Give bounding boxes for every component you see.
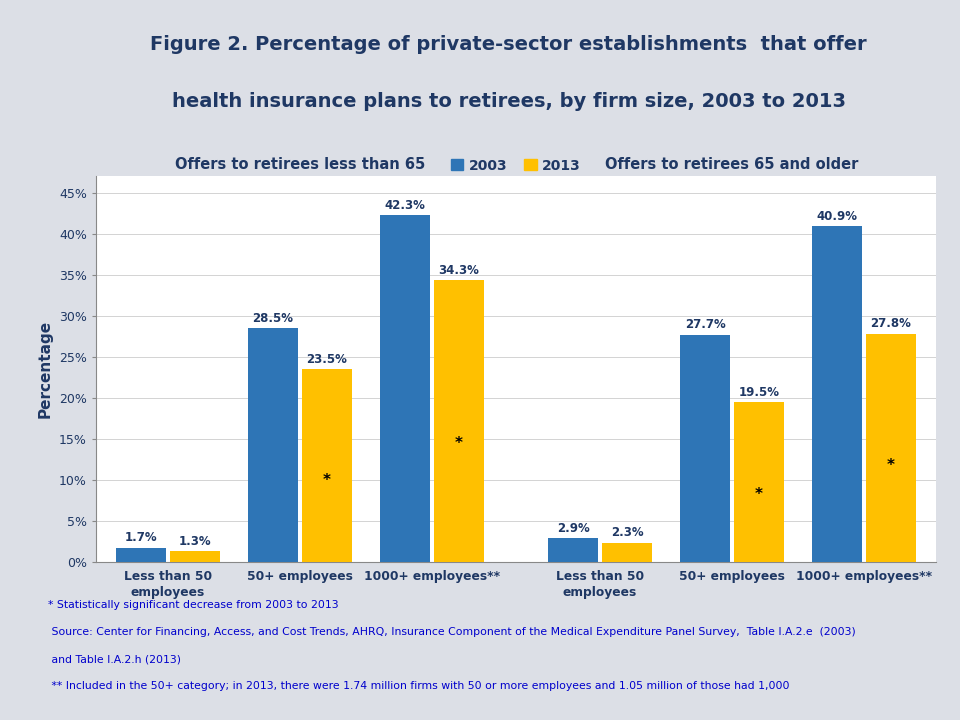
- Text: 40.9%: 40.9%: [817, 210, 857, 223]
- Bar: [680, 335, 731, 562]
- Bar: [602, 543, 652, 562]
- Text: 19.5%: 19.5%: [738, 385, 780, 398]
- Text: 2.3%: 2.3%: [611, 526, 643, 539]
- Bar: [380, 215, 430, 562]
- Text: *: *: [455, 436, 463, 451]
- Bar: [812, 226, 862, 562]
- Text: 1.7%: 1.7%: [125, 531, 157, 544]
- Text: and Table I.A.2.h (2013): and Table I.A.2.h (2013): [48, 654, 181, 664]
- Bar: [248, 328, 299, 562]
- Text: *: *: [755, 487, 763, 502]
- Text: health insurance plans to retirees, by firm size, 2003 to 2013: health insurance plans to retirees, by f…: [172, 92, 846, 111]
- Legend: 2003, 2013: 2003, 2013: [445, 153, 587, 178]
- Text: * Statistically significant decrease from 2003 to 2013: * Statistically significant decrease fro…: [48, 600, 339, 610]
- Text: *: *: [887, 459, 895, 474]
- Bar: [866, 334, 916, 562]
- Text: ** Included in the 50+ category; in 2013, there were 1.74 million firms with 50 : ** Included in the 50+ category; in 2013…: [48, 681, 789, 691]
- Bar: [434, 281, 484, 562]
- Text: 27.7%: 27.7%: [684, 318, 726, 331]
- Text: Offers to retirees less than 65: Offers to retirees less than 65: [175, 157, 425, 172]
- Text: *: *: [323, 473, 331, 488]
- Text: 2.9%: 2.9%: [557, 521, 589, 534]
- Bar: [548, 538, 598, 562]
- Text: Offers to retirees 65 and older: Offers to retirees 65 and older: [606, 157, 858, 172]
- Y-axis label: Percentage: Percentage: [37, 320, 52, 418]
- Text: Figure 2. Percentage of private-sector establishments  that offer: Figure 2. Percentage of private-sector e…: [151, 35, 867, 54]
- Text: 28.5%: 28.5%: [252, 312, 294, 325]
- Text: 27.8%: 27.8%: [871, 318, 911, 330]
- Text: 1.3%: 1.3%: [179, 535, 211, 548]
- Bar: [116, 548, 166, 562]
- Bar: [301, 369, 352, 562]
- Text: 34.3%: 34.3%: [439, 264, 479, 277]
- Bar: [170, 551, 220, 562]
- Text: 42.3%: 42.3%: [385, 199, 425, 212]
- Text: 23.5%: 23.5%: [306, 353, 348, 366]
- Text: Source: Center for Financing, Access, and Cost Trends, AHRQ, Insurance Component: Source: Center for Financing, Access, an…: [48, 627, 855, 637]
- Bar: [733, 402, 784, 562]
